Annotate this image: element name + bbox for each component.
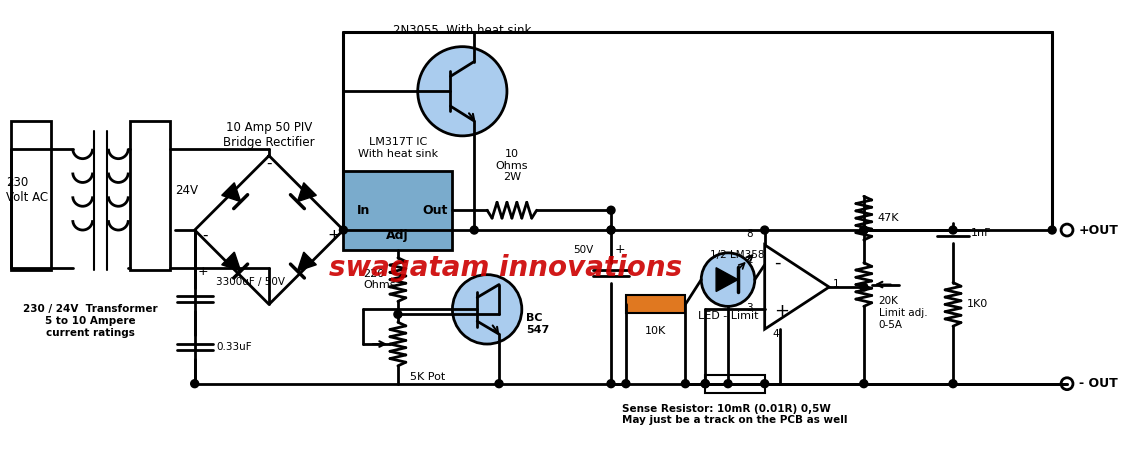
- Text: BC
547: BC 547: [526, 313, 549, 335]
- Text: LED - Limit: LED - Limit: [698, 311, 758, 321]
- Circle shape: [761, 226, 769, 234]
- Text: - OUT: - OUT: [1079, 377, 1118, 390]
- Circle shape: [495, 380, 503, 388]
- Text: +: +: [615, 243, 626, 256]
- Text: 5K Pot: 5K Pot: [410, 372, 445, 382]
- Text: Out: Out: [422, 204, 448, 217]
- Bar: [11, 121, 51, 270]
- Polygon shape: [765, 245, 829, 329]
- Circle shape: [453, 274, 521, 344]
- Circle shape: [190, 380, 198, 388]
- Circle shape: [1061, 224, 1073, 236]
- Text: In: In: [357, 204, 370, 217]
- Circle shape: [681, 380, 689, 388]
- Circle shape: [1061, 378, 1073, 390]
- Text: 24V: 24V: [175, 184, 198, 197]
- Bar: [626, 296, 686, 313]
- Text: 4: 4: [772, 329, 779, 339]
- Circle shape: [607, 380, 615, 388]
- Text: +: +: [327, 227, 340, 243]
- Text: 230 / 24V  Transformer
5 to 10 Ampere
current ratings: 230 / 24V Transformer 5 to 10 Ampere cur…: [24, 305, 158, 337]
- Circle shape: [949, 226, 957, 234]
- Circle shape: [701, 380, 709, 388]
- Text: 2N3055  With heat sink: 2N3055 With heat sink: [393, 24, 531, 37]
- Circle shape: [860, 283, 868, 291]
- Bar: [131, 121, 170, 270]
- Text: LM317T IC
With heat sink: LM317T IC With heat sink: [358, 137, 438, 159]
- Text: 1nF: 1nF: [971, 228, 991, 238]
- Text: -: -: [775, 254, 781, 272]
- Text: +OUT: +OUT: [1079, 224, 1119, 236]
- Text: 230
Volt AC: 230 Volt AC: [7, 176, 48, 204]
- Circle shape: [339, 226, 347, 234]
- Polygon shape: [297, 252, 316, 271]
- Polygon shape: [716, 268, 738, 291]
- Text: swagatam innovations: swagatam innovations: [329, 254, 681, 282]
- Text: 8: 8: [747, 229, 753, 239]
- Polygon shape: [222, 252, 241, 271]
- Polygon shape: [222, 183, 241, 202]
- Circle shape: [607, 226, 615, 234]
- Circle shape: [701, 380, 709, 388]
- Circle shape: [860, 226, 868, 234]
- Text: Adj: Adj: [386, 229, 409, 243]
- Text: 10
Ohms
2W: 10 Ohms 2W: [495, 149, 528, 182]
- Text: 1K0: 1K0: [967, 299, 989, 309]
- Circle shape: [418, 47, 507, 136]
- Circle shape: [701, 253, 754, 306]
- Text: Sense Resistor: 10mR (0.01R) 0,5W
May just be a track on the PCB as well: Sense Resistor: 10mR (0.01R) 0,5W May ju…: [623, 404, 848, 425]
- Circle shape: [1048, 226, 1056, 234]
- Text: +: +: [775, 302, 789, 321]
- Text: 3300uF / 50V: 3300uF / 50V: [216, 276, 286, 287]
- Text: 0.33uF: 0.33uF: [216, 342, 252, 352]
- Circle shape: [394, 310, 402, 318]
- Bar: [705, 375, 765, 392]
- Polygon shape: [297, 183, 316, 202]
- Text: 10K: 10K: [645, 326, 667, 336]
- Text: 50V: 50V: [573, 245, 593, 255]
- Text: 1: 1: [833, 279, 840, 289]
- Circle shape: [949, 380, 957, 388]
- Text: 3: 3: [747, 303, 753, 313]
- Circle shape: [607, 226, 615, 234]
- Text: -: -: [202, 227, 207, 243]
- Text: 1/2 LM358: 1/2 LM358: [711, 250, 765, 260]
- Circle shape: [761, 380, 769, 388]
- Text: -: -: [266, 156, 271, 171]
- Circle shape: [724, 380, 732, 388]
- Text: +: +: [198, 265, 208, 278]
- Circle shape: [860, 380, 868, 388]
- Bar: [343, 171, 453, 250]
- Text: 2: 2: [747, 255, 753, 265]
- Circle shape: [860, 226, 868, 234]
- Circle shape: [622, 380, 629, 388]
- Text: 220
Ohms: 220 Ohms: [364, 269, 395, 290]
- Circle shape: [471, 226, 479, 234]
- Text: 20K
Limit adj.
0-5A: 20K Limit adj. 0-5A: [878, 297, 928, 329]
- Text: 47K: 47K: [877, 213, 900, 223]
- Text: 10 Amp 50 PIV
Bridge Rectifier: 10 Amp 50 PIV Bridge Rectifier: [223, 121, 315, 149]
- Circle shape: [607, 206, 615, 214]
